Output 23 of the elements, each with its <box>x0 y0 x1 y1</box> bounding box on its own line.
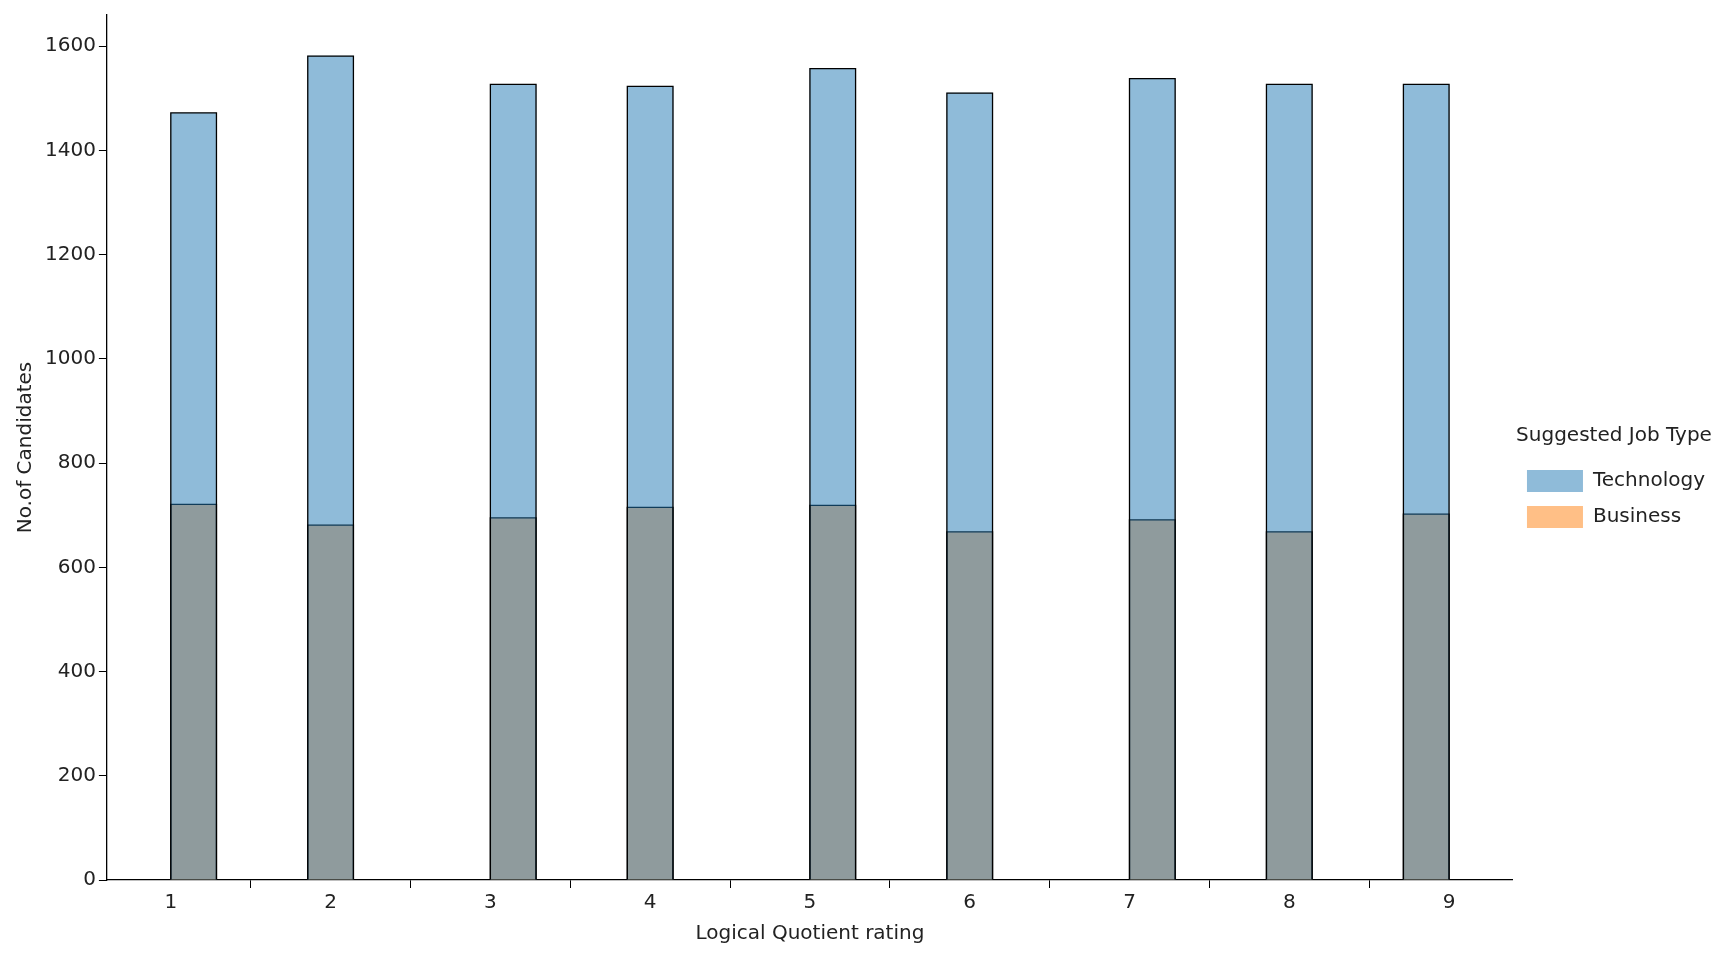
x-axis-title: Logical Quotient rating <box>695 920 925 945</box>
x-tick-label: 7 <box>1123 889 1136 914</box>
x-tick-label: 6 <box>963 889 977 914</box>
legend-title: Suggested Job Type <box>1516 422 1712 447</box>
x-tick-label: 2 <box>324 889 337 914</box>
y-tick-label: 200 <box>57 761 96 786</box>
y-tick-label: 600 <box>57 553 96 578</box>
y-tick-label: 800 <box>57 449 96 474</box>
y-tick-label: 1400 <box>44 136 96 161</box>
legend-label: Technology <box>1591 467 1706 492</box>
y-axis-title: No.of Candidates <box>12 361 37 534</box>
y-tick-label: 400 <box>57 657 96 682</box>
x-tick-label: 9 <box>1442 889 1456 914</box>
y-tick-label: 1600 <box>44 32 96 57</box>
x-tick-label: 4 <box>643 889 657 914</box>
y-tick-label: 0 <box>83 866 96 891</box>
x-tick-label: 3 <box>484 889 497 914</box>
x-tick-label: 5 <box>803 889 817 914</box>
x-tick-label: 1 <box>164 889 178 914</box>
legend-label: Business <box>1592 503 1682 528</box>
y-tick-label: 1200 <box>44 240 96 265</box>
y-tick-label: 1000 <box>44 345 96 370</box>
x-tick-label: 8 <box>1282 889 1296 914</box>
